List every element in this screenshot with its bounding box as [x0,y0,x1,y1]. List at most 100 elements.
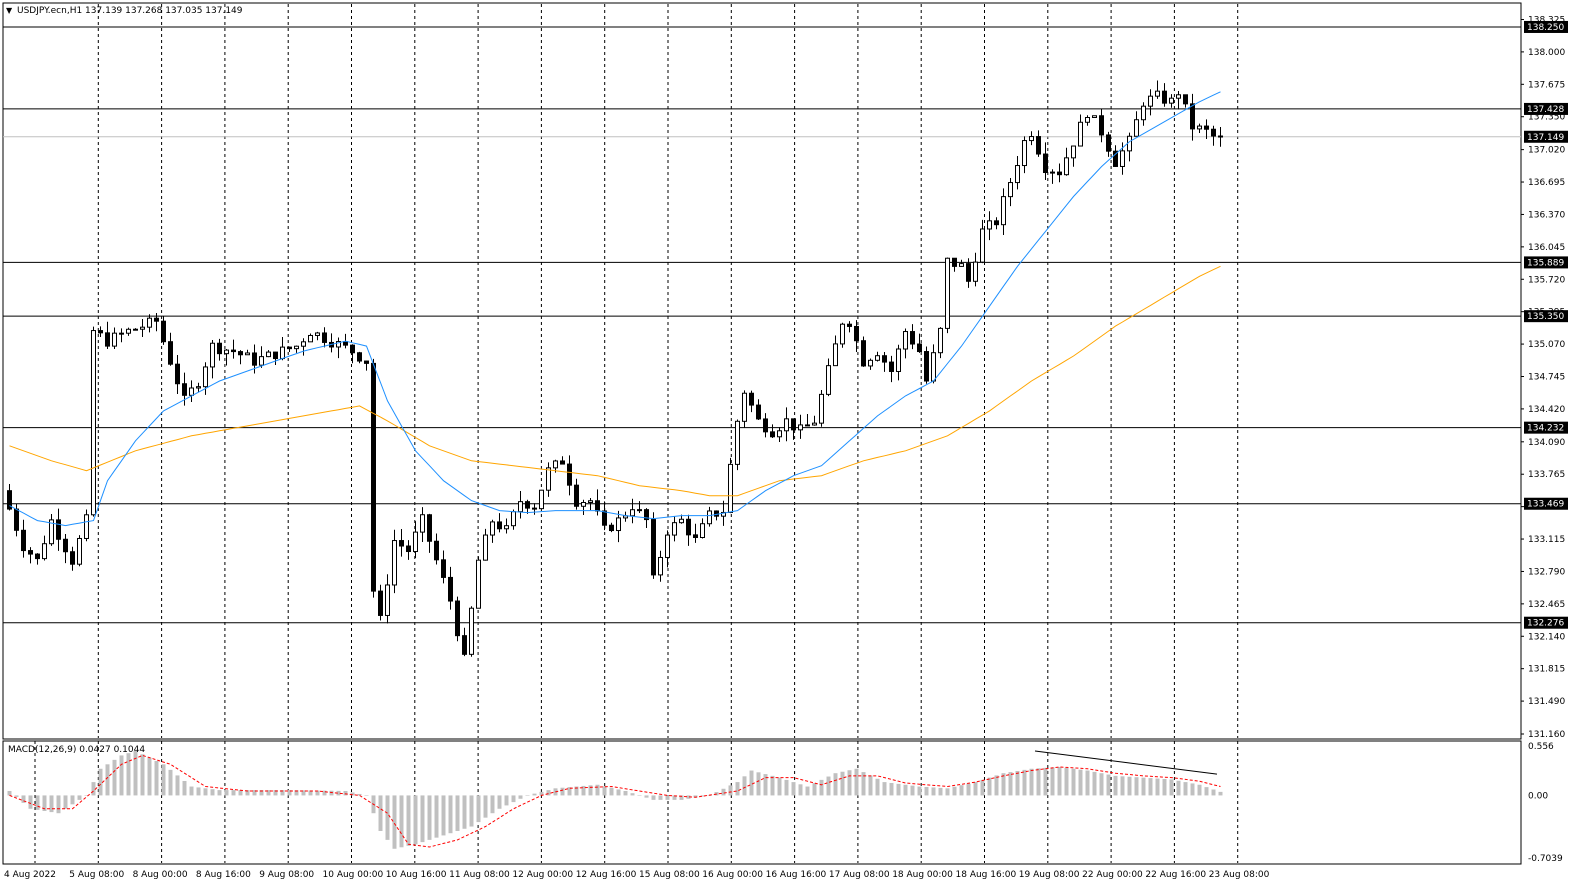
macd-bar [203,788,208,796]
price-tick-label: 133.115 [1528,535,1565,545]
macd-bar [273,790,278,796]
candle-body [574,484,579,507]
candle [84,509,89,542]
candle-body [238,351,243,356]
macd-bar [154,760,159,796]
time-tick-label: 23 Aug 08:00 [1209,870,1270,880]
candle-body [1078,121,1083,147]
macd-bar [308,790,313,796]
price-tick-label: 138.325 [1528,15,1565,25]
macd-bar [1120,776,1125,796]
menu-toggle-icon[interactable]: ▼ [6,6,13,15]
candle-body [35,553,40,560]
candle [35,553,40,565]
macd-bar [1099,773,1104,796]
candle-body [1092,115,1097,118]
candle-body [483,534,488,561]
candle-body [1050,171,1055,174]
macd-bar [98,768,103,796]
candle-body [784,418,789,432]
macd-bar [280,790,285,796]
candle [875,351,880,362]
candle-body [882,355,887,363]
macd-bar [28,795,33,809]
candle-body [1043,153,1048,174]
macd-bar [364,795,369,796]
macd-bar [483,795,488,818]
candle-body [616,517,621,532]
macd-bar [560,787,565,796]
candle [259,346,264,368]
candle-body [1148,95,1153,107]
price-tick-label: 134.090 [1528,438,1565,448]
candle [609,522,614,533]
macd-bar [413,795,418,845]
candle-body [126,328,131,334]
candle-body [875,355,880,361]
candle-body [952,257,957,267]
macd-bar [1071,768,1076,796]
candle [1162,83,1167,107]
candle-body [1022,140,1027,167]
horizontal-levels[interactable] [3,26,1521,624]
macd-bar [1190,783,1195,796]
candle-body [448,576,453,602]
macd-bar [511,795,516,803]
macd-bar [350,792,355,796]
macd-tick-label: -0.7039 [1528,854,1563,864]
macd-bar [770,775,775,796]
macd-bar [952,786,957,796]
time-axis[interactable]: 4 Aug 2022 5 Aug 08:00 8 Aug 00:00 8 Aug 16… [4,870,1270,880]
macd-bar [994,775,999,796]
macd-bar [1113,775,1118,796]
divergence-trendline[interactable] [1034,750,1218,775]
macd-bar [322,790,327,796]
main-pane-frame [2,2,1522,740]
macd-bar [343,790,348,796]
candle-body [266,351,271,358]
macd-tick-label: 0.00 [1528,791,1548,801]
price-level-badge-label: 138.250 [1527,23,1564,33]
macd-bar [56,795,61,814]
macd-bar [259,790,264,796]
macd-bar [812,783,817,796]
candle-body [1057,171,1062,176]
candle [980,219,985,264]
macd-bar [896,783,901,796]
candle-body [399,540,404,547]
price-tick-label: 136.695 [1528,178,1565,188]
macd-bar [784,779,789,796]
macd-bar [385,795,390,840]
macd-bar [7,790,12,796]
candle [546,462,551,497]
candle [1204,119,1209,139]
macd-bar [182,780,187,796]
macd-bar [210,789,215,796]
candle [175,355,180,395]
price-tick-label: 136.370 [1528,210,1565,220]
candle [21,519,26,558]
macd-bar [70,795,75,805]
candle-body [959,263,964,267]
macd-bar [980,779,985,796]
candle [126,327,131,336]
macd-bar [854,768,859,796]
candle-body [308,334,313,343]
candle [861,336,866,367]
macd-bar [1218,791,1223,796]
candle-body [581,502,586,507]
time-tick-label: 11 Aug 08:00 [449,870,510,880]
macd-bar [861,772,866,796]
macd-bar [875,778,880,796]
price-level-badge [1524,497,1568,510]
macd-bar [112,759,117,796]
candle [91,326,96,517]
candle-body [854,325,859,342]
macd-bar [1057,766,1062,796]
price-tick-label: 135.070 [1528,340,1565,350]
macd-bar [504,795,509,806]
macd-bar [518,795,523,799]
candle-body [931,352,936,382]
